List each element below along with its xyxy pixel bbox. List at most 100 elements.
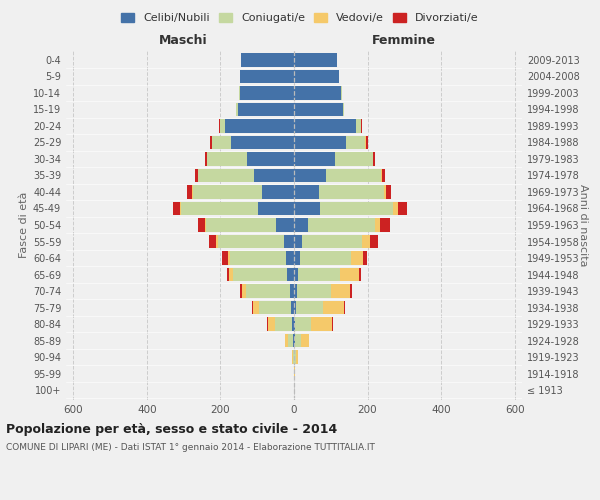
Bar [311, 318, 332, 331]
Bar [320, 202, 393, 215]
Bar [373, 152, 375, 166]
Bar [302, 234, 362, 248]
Bar [219, 119, 220, 132]
Bar [296, 301, 323, 314]
Bar [217, 234, 218, 248]
Bar [241, 53, 294, 66]
Bar [340, 268, 359, 281]
Bar [332, 318, 333, 331]
Bar [262, 185, 294, 198]
Bar [350, 284, 352, 298]
Bar [301, 334, 310, 347]
Bar [259, 301, 291, 314]
Bar [207, 152, 247, 166]
Bar [206, 218, 277, 232]
Bar [386, 185, 391, 198]
Bar [294, 318, 295, 331]
Bar [242, 284, 246, 298]
Text: Femmine: Femmine [373, 34, 436, 46]
Bar [240, 284, 242, 298]
Bar [294, 86, 341, 100]
Bar [187, 185, 192, 198]
Bar [236, 102, 238, 116]
Bar [300, 251, 350, 265]
Bar [323, 301, 344, 314]
Bar [258, 202, 294, 215]
Text: Maschi: Maschi [160, 34, 208, 46]
Bar [331, 284, 350, 298]
Bar [294, 202, 320, 215]
Bar [267, 318, 268, 331]
Legend: Celibi/Nubili, Coniugati/e, Vedovi/e, Divorziati/e: Celibi/Nubili, Coniugati/e, Vedovi/e, Di… [117, 8, 483, 28]
Bar [290, 284, 294, 298]
Bar [294, 218, 308, 232]
Bar [192, 185, 193, 198]
Bar [375, 218, 380, 232]
Bar [382, 168, 385, 182]
Bar [366, 136, 368, 149]
Bar [294, 284, 297, 298]
Bar [295, 334, 301, 347]
Bar [238, 102, 294, 116]
Bar [293, 334, 294, 347]
Bar [297, 284, 331, 298]
Bar [231, 136, 294, 149]
Bar [284, 234, 294, 248]
Bar [294, 251, 300, 265]
Bar [230, 251, 286, 265]
Bar [363, 251, 367, 265]
Bar [227, 268, 229, 281]
Bar [294, 234, 302, 248]
Bar [296, 350, 298, 364]
Bar [195, 168, 198, 182]
Bar [398, 202, 407, 215]
Bar [287, 268, 294, 281]
Bar [294, 152, 335, 166]
Bar [277, 218, 294, 232]
Bar [292, 350, 293, 364]
Bar [239, 86, 294, 100]
Bar [268, 318, 275, 331]
Bar [252, 301, 253, 314]
Bar [198, 218, 205, 232]
Bar [225, 119, 294, 132]
Bar [294, 185, 319, 198]
Bar [181, 202, 258, 215]
Bar [346, 136, 365, 149]
Bar [344, 301, 345, 314]
Y-axis label: Fasce di età: Fasce di età [19, 192, 29, 258]
Bar [205, 218, 206, 232]
Bar [246, 284, 290, 298]
Bar [292, 318, 294, 331]
Bar [294, 301, 296, 314]
Bar [295, 318, 311, 331]
Bar [229, 268, 233, 281]
Bar [228, 251, 230, 265]
Bar [275, 318, 292, 331]
Bar [294, 102, 343, 116]
Bar [385, 185, 386, 198]
Bar [361, 119, 362, 132]
Bar [212, 136, 231, 149]
Bar [285, 334, 288, 347]
Bar [370, 234, 378, 248]
Bar [210, 136, 212, 149]
Bar [193, 185, 262, 198]
Text: COMUNE DI LIPARI (ME) - Dati ISTAT 1° gennaio 2014 - Elaborazione TUTTITALIA.IT: COMUNE DI LIPARI (ME) - Dati ISTAT 1° ge… [6, 442, 375, 452]
Bar [294, 119, 356, 132]
Bar [294, 334, 295, 347]
Bar [253, 301, 259, 314]
Bar [326, 168, 381, 182]
Bar [294, 168, 326, 182]
Bar [335, 152, 373, 166]
Y-axis label: Anni di nascita: Anni di nascita [578, 184, 588, 266]
Bar [294, 70, 339, 83]
Bar [343, 102, 344, 116]
Bar [319, 185, 385, 198]
Bar [356, 119, 361, 132]
Bar [362, 234, 370, 248]
Bar [288, 334, 293, 347]
Bar [173, 202, 181, 215]
Bar [359, 268, 361, 281]
Bar [350, 251, 363, 265]
